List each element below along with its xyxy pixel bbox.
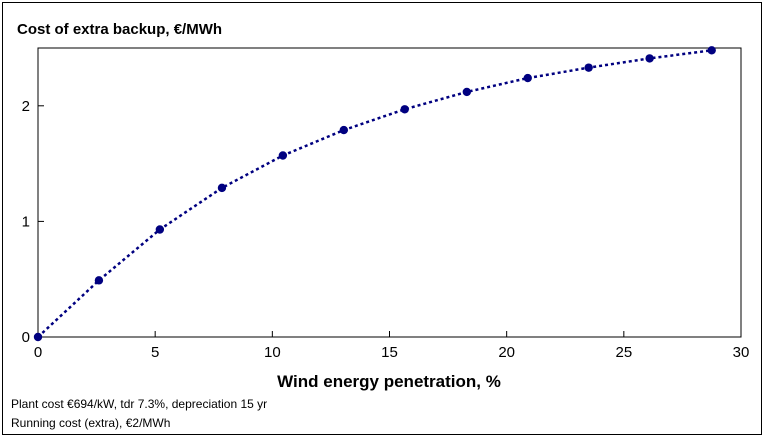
x-axis-label: Wind energy penetration, % <box>277 372 501 391</box>
plot-area <box>37 47 742 338</box>
chart-title: Cost of extra backup, €/MWh <box>17 21 222 38</box>
data-point <box>462 87 472 97</box>
series-layer <box>33 46 716 342</box>
x-tick-label: 0 <box>34 344 42 361</box>
data-point <box>94 276 104 285</box>
data-point <box>339 125 349 135</box>
y-tick-label: 2 <box>22 98 30 115</box>
note-running-cost: Running cost (extra), €2/MWh <box>11 416 170 430</box>
data-point <box>707 46 716 55</box>
data-point <box>278 151 288 160</box>
data-point <box>523 73 532 83</box>
data-point <box>400 105 409 114</box>
y-tick-label: 1 <box>22 213 30 230</box>
note-plant-cost: Plant cost €694/kW, tdr 7.3%, depreciati… <box>11 397 267 411</box>
x-tick-label: 10 <box>264 344 281 361</box>
data-point <box>645 54 654 63</box>
x-tick-label: 15 <box>381 344 398 361</box>
chart-frame: Cost of extra backup, €/MWh 0 5 10 15 20 25 30… <box>2 2 762 435</box>
y-tick-label: 0 <box>22 329 30 346</box>
x-tick-label: 25 <box>615 344 632 361</box>
x-tick-label: 20 <box>498 344 515 361</box>
data-point <box>217 183 227 193</box>
x-tick-label: 5 <box>151 344 159 361</box>
x-axis-ticks: 0 5 10 15 20 25 30 <box>34 331 750 361</box>
data-point <box>155 225 165 234</box>
series-line <box>37 49 712 338</box>
data-point <box>33 332 43 342</box>
data-point <box>584 63 593 72</box>
x-tick-label: 30 <box>733 344 750 361</box>
chart-svg: Cost of extra backup, €/MWh 0 5 10 15 20 25 30… <box>11 21 750 430</box>
y-axis-ticks: 0 1 2 <box>22 98 44 346</box>
